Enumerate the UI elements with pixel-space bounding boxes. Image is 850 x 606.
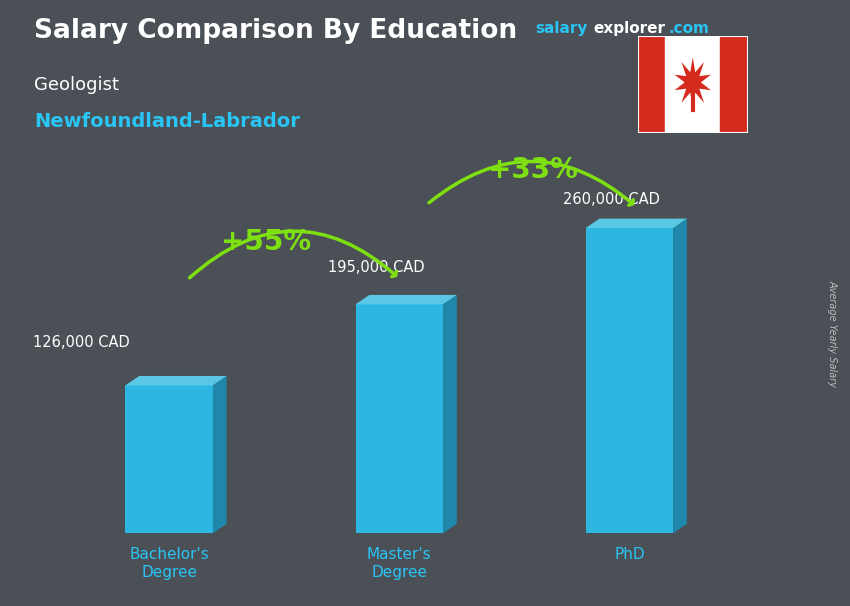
Bar [665, 36, 720, 133]
Text: .com: .com [668, 21, 709, 36]
Text: 260,000 CAD: 260,000 CAD [563, 192, 660, 207]
Text: explorer: explorer [593, 21, 666, 36]
Polygon shape [673, 219, 687, 533]
Text: 126,000 CAD: 126,000 CAD [33, 335, 130, 350]
Polygon shape [586, 219, 687, 228]
Text: +33%: +33% [488, 156, 578, 184]
Text: 195,000 CAD: 195,000 CAD [328, 260, 424, 275]
Polygon shape [125, 376, 227, 385]
Polygon shape [212, 376, 227, 533]
Text: +55%: +55% [221, 228, 311, 256]
Text: salary: salary [536, 21, 588, 36]
Polygon shape [675, 57, 711, 108]
Bar [720, 36, 748, 133]
Text: Salary Comparison By Education: Salary Comparison By Education [34, 18, 517, 44]
Text: Geologist: Geologist [34, 76, 119, 94]
Text: Average Yearly Salary: Average Yearly Salary [827, 280, 837, 387]
Polygon shape [586, 228, 673, 533]
Bar [638, 36, 665, 133]
Polygon shape [355, 295, 456, 304]
Polygon shape [125, 385, 212, 533]
Polygon shape [355, 304, 443, 533]
Polygon shape [443, 295, 456, 533]
Text: Newfoundland-Labrador: Newfoundland-Labrador [34, 112, 300, 131]
